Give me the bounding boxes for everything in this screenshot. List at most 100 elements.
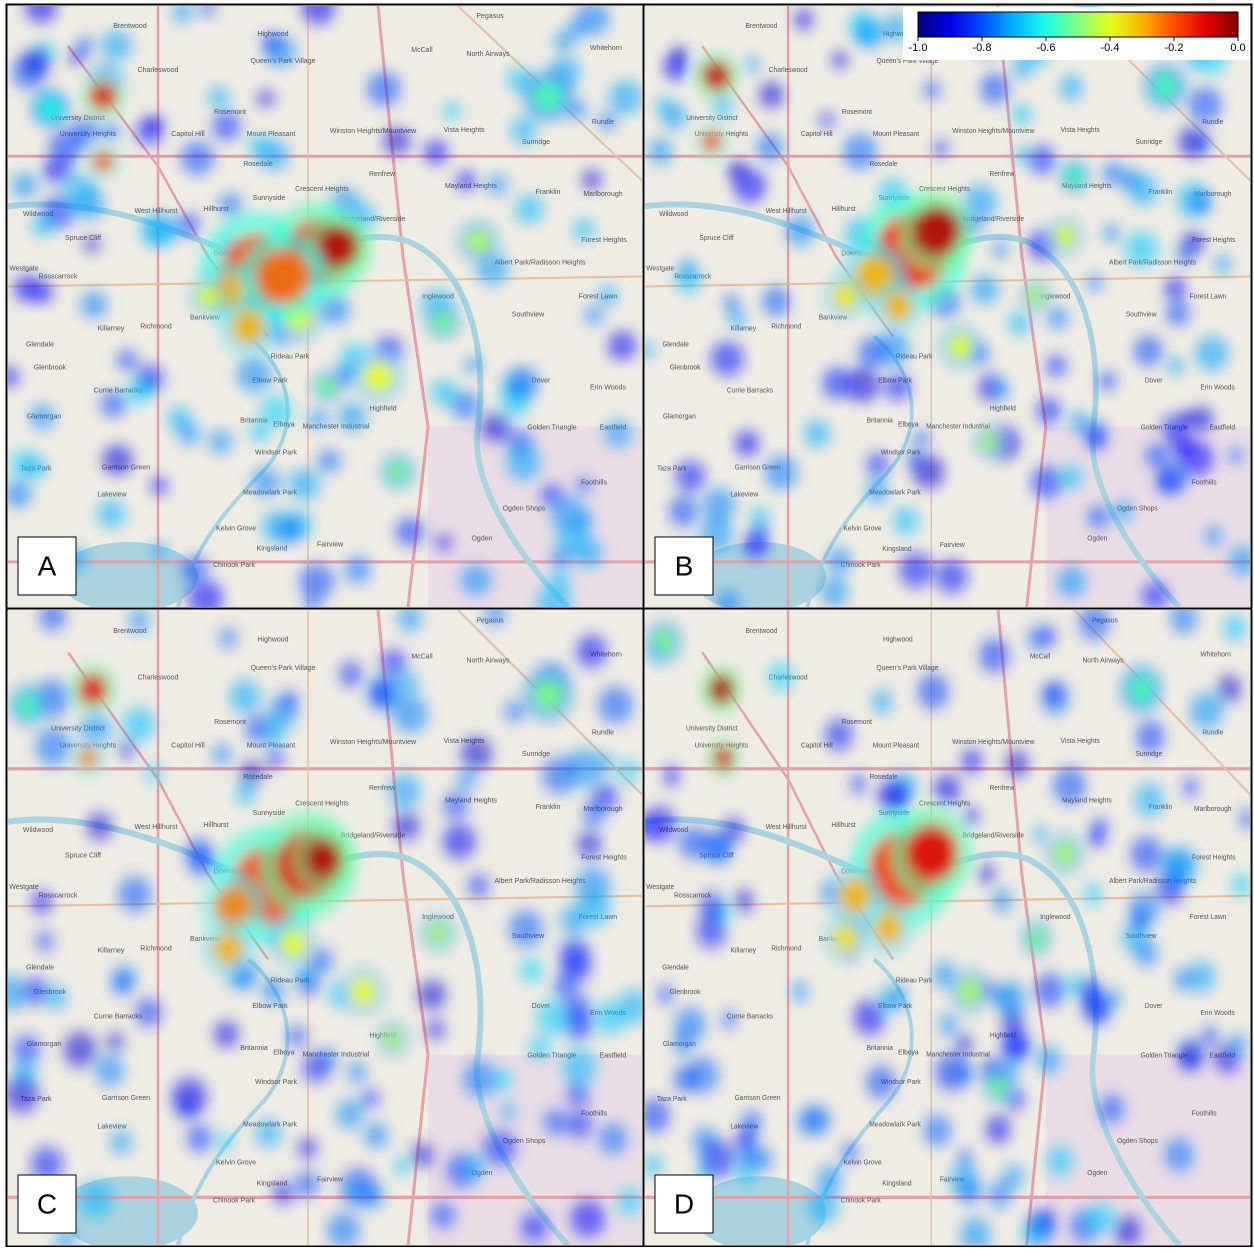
heat-spot bbox=[520, 1212, 549, 1243]
place-name: Foothills bbox=[1192, 480, 1217, 487]
heat-spot bbox=[261, 32, 283, 54]
place-name: Highfield bbox=[369, 406, 396, 413]
heat-spot bbox=[563, 994, 592, 1024]
heat-spot bbox=[721, 1010, 738, 1029]
place-name: Windsor Park bbox=[881, 449, 922, 456]
place-name: Killarney bbox=[98, 325, 125, 332]
place-name: West Hillhurst bbox=[766, 208, 807, 215]
heat-spot bbox=[710, 341, 745, 377]
heat-spot bbox=[175, 212, 201, 238]
heat-spot bbox=[480, 411, 511, 443]
heat-spot bbox=[1120, 169, 1142, 192]
heat-spot bbox=[208, 429, 233, 455]
place-name: Sunridge bbox=[522, 749, 550, 758]
place-name: Elboya bbox=[273, 1047, 294, 1056]
heat-spot bbox=[575, 634, 607, 668]
place-name: Franklin bbox=[536, 189, 561, 196]
panel-label-box bbox=[654, 536, 714, 596]
heat-spot bbox=[1222, 614, 1247, 642]
heat-spot bbox=[16, 692, 40, 718]
heat-spot bbox=[451, 391, 480, 421]
place-name: Westgate bbox=[9, 265, 39, 272]
place-name: Ogden bbox=[1087, 536, 1107, 543]
heat-spot bbox=[77, 746, 99, 770]
heat-spot bbox=[808, 1189, 839, 1224]
heat-spot bbox=[1059, 464, 1083, 490]
heat-spot bbox=[1181, 777, 1199, 797]
heat-spot bbox=[1230, 873, 1250, 897]
place-name: Windsor Park bbox=[255, 1077, 297, 1086]
place-name: Glendale bbox=[26, 341, 54, 348]
heat-spot bbox=[248, 135, 273, 160]
heat-spot bbox=[1130, 836, 1163, 873]
heat-spot bbox=[758, 81, 785, 109]
heat-spot bbox=[519, 957, 544, 983]
place-name: Ogden bbox=[1087, 1170, 1107, 1177]
heat-spot bbox=[239, 761, 264, 787]
heat-spot bbox=[294, 1170, 320, 1198]
heat-spot bbox=[392, 1157, 410, 1176]
heat-spot bbox=[840, 1142, 859, 1163]
heat-spot bbox=[1011, 103, 1033, 126]
heat-spot bbox=[1002, 1164, 1025, 1189]
heat-spot bbox=[550, 547, 571, 568]
place-name: Golden Triangle bbox=[527, 425, 576, 432]
heat-spot bbox=[796, 1106, 823, 1136]
heat-spot bbox=[21, 47, 51, 77]
heat-spot bbox=[761, 286, 791, 317]
heat-spot bbox=[89, 82, 117, 111]
place-name: Rundle bbox=[1202, 119, 1223, 126]
heat-spot bbox=[1082, 419, 1109, 447]
heat-spot bbox=[1040, 626, 1057, 645]
heat-spot bbox=[207, 86, 230, 109]
heat-spot bbox=[1087, 827, 1106, 848]
heat-spot bbox=[959, 1217, 992, 1245]
heat-spot bbox=[701, 1140, 736, 1179]
place-name: Elboya bbox=[898, 1049, 918, 1056]
heat-spot bbox=[662, 766, 681, 786]
heat-spot bbox=[467, 874, 490, 898]
heat-spot bbox=[78, 1180, 113, 1218]
heat-spot bbox=[236, 356, 272, 393]
map-panel: Brentwood Highwood Queen's Park Village Cha… bbox=[8, 610, 642, 1245]
place-name: Vista Heights bbox=[443, 736, 484, 745]
heat-spot bbox=[76, 37, 95, 55]
heat-spot bbox=[597, 285, 618, 306]
heat-spot bbox=[1165, 300, 1191, 327]
heat-spot bbox=[1141, 581, 1169, 607]
heat-spot bbox=[707, 674, 735, 705]
heat-spot bbox=[645, 1154, 663, 1177]
place-name: Albert Park/Radisson Heights bbox=[494, 876, 586, 885]
place-name: Southview bbox=[512, 311, 545, 318]
heat-spot bbox=[302, 1052, 332, 1083]
heat-spot bbox=[1021, 1217, 1050, 1245]
heat-spot bbox=[211, 744, 232, 765]
place-name: Dover bbox=[532, 377, 551, 384]
heat-spot bbox=[978, 638, 1010, 673]
heat-spot bbox=[363, 1122, 389, 1149]
heat-spot bbox=[380, 649, 407, 678]
heat-spot bbox=[344, 556, 372, 584]
place-name: Winston Heights/Mountview bbox=[330, 128, 417, 135]
place-name: University District bbox=[686, 115, 738, 122]
heat-spot bbox=[261, 720, 286, 746]
place-name: McCall bbox=[411, 651, 433, 660]
place-name: McCall bbox=[411, 47, 433, 54]
place-name: Taza Park bbox=[657, 1096, 687, 1103]
place-name: Charleswood bbox=[138, 67, 179, 74]
heat-spot bbox=[1145, 443, 1169, 469]
place-name: Inglewood bbox=[1040, 914, 1071, 921]
place-name: Bridgeland/Riverside bbox=[963, 832, 1025, 839]
heat-spot bbox=[701, 130, 723, 153]
place-name: Manchester Industrial bbox=[303, 424, 370, 431]
heat-spot bbox=[35, 931, 55, 952]
heat-spot bbox=[597, 686, 634, 724]
heat-spot bbox=[568, 18, 587, 38]
heat-spot bbox=[427, 921, 449, 945]
reservoir bbox=[692, 1176, 827, 1245]
heat-spot bbox=[1113, 1215, 1142, 1245]
heat-spot bbox=[980, 72, 1010, 105]
heat-spot bbox=[335, 1099, 364, 1129]
heat-spot bbox=[938, 1014, 959, 1036]
heat-spot bbox=[127, 610, 151, 633]
